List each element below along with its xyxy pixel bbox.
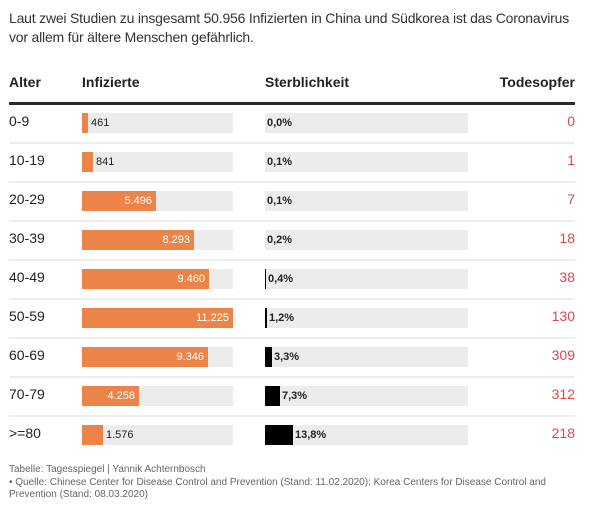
infizierte-value-label: 1.576	[106, 429, 134, 441]
todesopfer-value: 218	[551, 425, 575, 441]
sterblichkeit-value-label: 1,2%	[269, 312, 295, 324]
sterblichkeit-bar-track: 13,8%	[265, 425, 468, 445]
sterblichkeit-value-label: 3,3%	[274, 351, 300, 363]
infizierte-bar-track: 4.258	[82, 386, 233, 406]
sterblichkeit-bar	[265, 269, 266, 289]
infizierte-value-label: 9.460	[177, 273, 205, 285]
infizierte-value-label: 11.225	[196, 312, 229, 324]
table-row: 20-29 5.496 0,1% 7	[9, 183, 575, 222]
sterblichkeit-value-label: 0,2%	[267, 234, 293, 246]
sterblichkeit-value-label: 0,0%	[267, 117, 293, 129]
sterblichkeit-bar-track: 3,3%	[265, 347, 468, 367]
age-group-label: 70-79	[9, 386, 45, 402]
table-row: 70-79 4.258 7,3% 312	[9, 378, 575, 417]
column-header-todesopfer: Todesopfer	[499, 74, 575, 90]
table-row: 0-9 461 0,0% 0	[9, 105, 575, 144]
sterblichkeit-bar-track: 0,0%	[265, 113, 468, 133]
table-row: 10-19 841 0,1% 1	[9, 144, 575, 183]
todesopfer-value: 0	[567, 113, 575, 129]
infizierte-bar-track: 8.293	[82, 230, 233, 250]
sterblichkeit-bar	[265, 347, 272, 367]
footer-source: • Quelle: Chinese Center for Disease Con…	[9, 476, 546, 501]
sterblichkeit-bar	[265, 308, 267, 328]
infizierte-value-label: 841	[96, 156, 115, 168]
table-row: 40-49 9.460 0,4% 38	[9, 261, 575, 300]
sterblichkeit-bar-track: 0,1%	[265, 152, 468, 172]
sterblichkeit-bar-track: 1,2%	[265, 308, 468, 328]
sterblichkeit-value-label: 0,1%	[267, 195, 293, 207]
todesopfer-value: 38	[559, 269, 575, 285]
sterblichkeit-value-label: 13,8%	[295, 429, 327, 441]
sterblichkeit-bar-track: 0,4%	[265, 269, 468, 289]
infizierte-bar-track: 1.576	[82, 425, 233, 445]
infizierte-value-label: 5.496	[124, 195, 152, 207]
age-group-label: 0-9	[9, 113, 30, 129]
table-body: 0-9 461 0,0% 0 10-19 841 0,1% 1 20-29 5.496 0,1% 7 3…	[9, 105, 575, 454]
table-header: Alter Infizierte Sterblichkeit Todesopfe…	[9, 74, 575, 105]
infizierte-bar	[82, 425, 103, 445]
age-group-label: 60-69	[9, 347, 45, 363]
infizierte-value-label: 9.346	[176, 351, 204, 363]
sterblichkeit-bar-track: 0,2%	[265, 230, 468, 250]
todesopfer-value: 130	[551, 308, 575, 324]
footer: Tabelle: Tagesspiegel | Yannik Achternbo…	[9, 464, 589, 502]
age-group-label: 30-39	[9, 230, 45, 246]
age-group-label: 20-29	[9, 191, 45, 207]
infizierte-bar	[82, 152, 93, 172]
age-group-label: 10-19	[9, 152, 45, 168]
age-group-label: 40-49	[9, 269, 45, 285]
sterblichkeit-value-label: 0,4%	[268, 273, 294, 285]
table-row: 60-69 9.346 3,3% 309	[9, 339, 575, 378]
sterblichkeit-bar-track: 0,1%	[265, 191, 468, 211]
table-row: 30-39 8.293 0,2% 18	[9, 222, 575, 261]
todesopfer-value: 18	[559, 230, 575, 246]
infizierte-bar-track: 9.346	[82, 347, 233, 367]
intro-text: Laut zwei Studien zu insgesamt 50.956 In…	[9, 10, 570, 45]
sterblichkeit-bar	[265, 425, 293, 445]
sterblichkeit-bar-track: 7,3%	[265, 386, 468, 406]
todesopfer-value: 1	[567, 152, 575, 168]
infizierte-bar	[82, 386, 139, 406]
infizierte-bar-track: 9.460	[82, 269, 233, 289]
todesopfer-value: 312	[551, 386, 575, 402]
infizierte-bar	[82, 191, 156, 211]
infizierte-bar	[82, 308, 233, 328]
infizierte-value-label: 8.293	[162, 234, 190, 246]
todesopfer-value: 7	[567, 191, 575, 207]
infizierte-bar-track: 461	[82, 113, 233, 133]
todesopfer-value: 309	[551, 347, 575, 363]
age-group-label: 50-59	[9, 308, 45, 324]
column-header-sterblichkeit: Sterblichkeit	[265, 74, 350, 90]
infizierte-bar	[82, 347, 208, 367]
column-header-infizierte: Infizierte	[82, 74, 140, 90]
infizierte-bar	[82, 230, 194, 250]
table-row: 50-59 11.225 1,2% 130	[9, 300, 575, 339]
sterblichkeit-value-label: 7,3%	[282, 390, 308, 402]
table-row: >=80 1.576 13,8% 218	[9, 417, 575, 454]
sterblichkeit-bar	[265, 386, 280, 406]
infizierte-bar-track: 841	[82, 152, 233, 172]
infizierte-value-label: 461	[91, 117, 110, 129]
infizierte-bar-track: 5.496	[82, 191, 233, 211]
infizierte-value-label: 4.258	[107, 390, 135, 402]
infizierte-bar	[82, 269, 209, 289]
sterblichkeit-value-label: 0,1%	[267, 156, 293, 168]
age-group-label: >=80	[9, 425, 41, 441]
column-header-alter: Alter	[9, 74, 41, 90]
infizierte-bar-track: 11.225	[82, 308, 233, 328]
footer-credit: Tabelle: Tagesspiegel | Yannik Achternbo…	[9, 464, 206, 475]
infizierte-bar	[82, 113, 88, 133]
